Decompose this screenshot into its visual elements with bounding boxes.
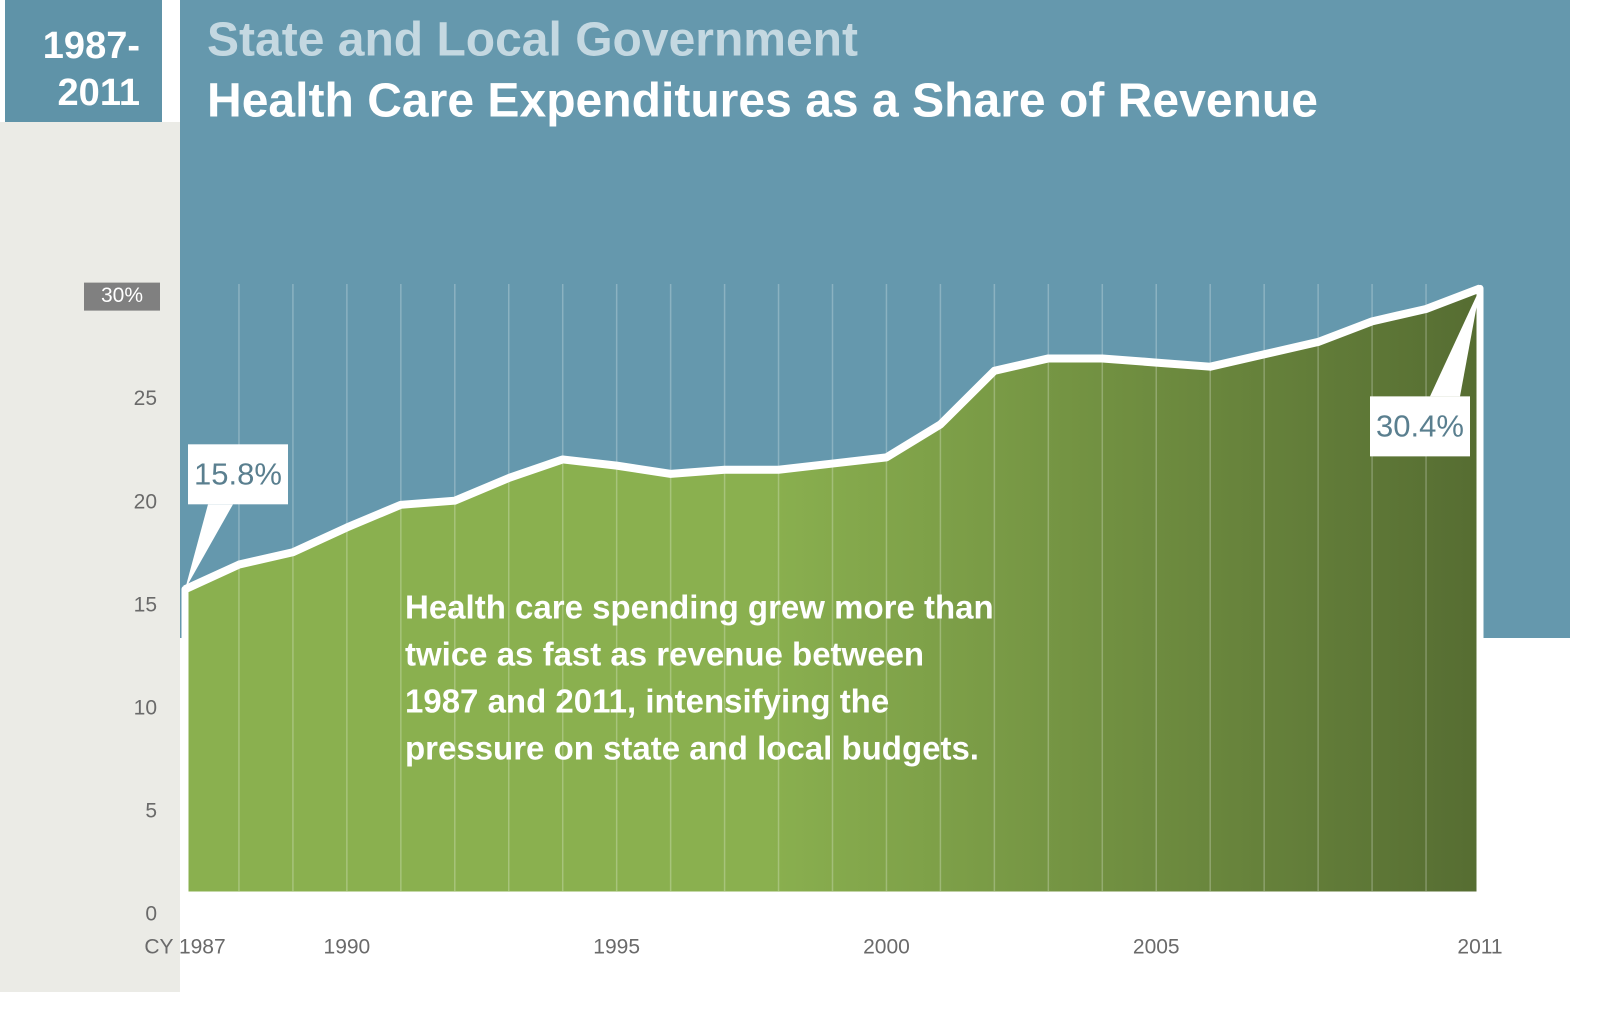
x-tick-label: CY 1987 (144, 936, 225, 959)
annotation-line: Health care spending grew more than (405, 589, 994, 626)
y-tick-label: 20 (134, 490, 157, 513)
callout-box (188, 444, 288, 505)
y-tick-label: 10 (134, 696, 157, 719)
callout-box (1370, 396, 1470, 457)
x-tick-label: 1990 (324, 936, 371, 959)
x-tick-label: 1995 (593, 936, 640, 959)
period-end: 2011 (58, 72, 140, 114)
period-box (5, 0, 162, 122)
y-tick-label: 15 (134, 593, 157, 616)
chart-subtitle: Health Care Expenditures as a Share of R… (207, 75, 1318, 128)
y-tick-label: 30% (101, 284, 143, 307)
callout-pointer (1430, 288, 1480, 397)
left-strip (0, 122, 180, 992)
y-tick-label: 25 (134, 387, 157, 410)
data-label: 30.4% (1376, 409, 1464, 444)
callout-pointer (185, 504, 233, 590)
period-start: 1987- (43, 25, 140, 67)
plot: 0 5 10 15 20 25 30% CY 1987 1990 1995 2000 2005 2011… (84, 282, 1503, 959)
line (183, 284, 1482, 593)
data-label: 15.8% (194, 457, 282, 492)
y-tick-label: 0 (145, 903, 157, 926)
annotation-line: 1987 and 2011, intensifying the (405, 683, 889, 720)
y-tick-label-box (84, 282, 160, 311)
x-tick-label: 2005 (1133, 936, 1180, 959)
y-tick-label: 5 (145, 799, 157, 822)
x-tick-label: 2000 (863, 936, 910, 959)
annotation-line: pressure on state and local budgets. (405, 730, 979, 767)
x-tick-label: 2011 (1457, 936, 1502, 959)
annotation-line: twice as fast as revenue between (405, 636, 924, 673)
chart-title: State and Local Government (207, 14, 858, 67)
